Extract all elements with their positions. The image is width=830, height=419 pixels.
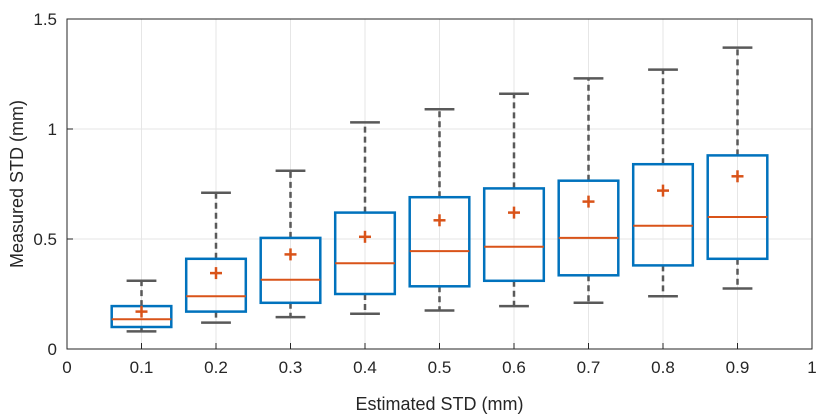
y-tick-label: 0.5	[33, 230, 57, 249]
box-group	[482, 92, 546, 308]
box-group	[557, 77, 620, 305]
x-tick-label: 0.3	[279, 358, 303, 377]
x-tick-label: 0.7	[577, 358, 601, 377]
box-group	[184, 191, 248, 324]
x-tick-label: 0.8	[651, 358, 675, 377]
box-group	[408, 107, 471, 312]
box-iqr	[631, 162, 695, 267]
box-iqr	[184, 257, 248, 313]
box-group	[631, 68, 695, 298]
box-group	[706, 46, 769, 290]
x-tick-label: 0.4	[353, 358, 377, 377]
x-tick-label: 0.1	[130, 358, 154, 377]
box-iqr	[706, 154, 769, 261]
box-group	[110, 279, 173, 333]
x-axis-label: Estimated STD (mm)	[355, 394, 523, 414]
x-tick-label: 0.2	[204, 358, 228, 377]
y-tick-label: 1	[48, 120, 57, 139]
x-tick-label: 1	[807, 358, 816, 377]
box-group	[333, 121, 397, 316]
boxes	[110, 46, 769, 333]
ticks: 0 0.1 0.2 0.3 0.4 0.5 0.6 0.7 0.8 0.9 1 0 0.5 1 1.5	[33, 10, 816, 377]
y-tick-label: 1.5	[33, 10, 57, 29]
x-tick-label: 0.5	[428, 358, 452, 377]
box-iqr	[333, 211, 397, 296]
box-iqr	[482, 187, 546, 283]
box-iqr	[557, 179, 620, 277]
y-tick-label: 0	[48, 340, 57, 359]
y-axis-label: Measured STD (mm)	[7, 100, 27, 268]
box-iqr	[408, 195, 471, 288]
x-tick-label: 0	[62, 358, 71, 377]
x-tick-label: 0.9	[726, 358, 750, 377]
x-tick-label: 0.6	[502, 358, 526, 377]
box-group	[259, 169, 322, 319]
box-iqr	[259, 236, 322, 305]
